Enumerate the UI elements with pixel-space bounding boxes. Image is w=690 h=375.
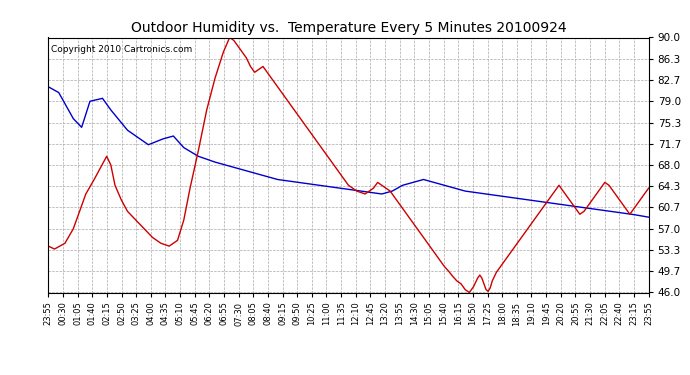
Text: Copyright 2010 Cartronics.com: Copyright 2010 Cartronics.com (51, 45, 193, 54)
Title: Outdoor Humidity vs.  Temperature Every 5 Minutes 20100924: Outdoor Humidity vs. Temperature Every 5… (130, 21, 566, 35)
